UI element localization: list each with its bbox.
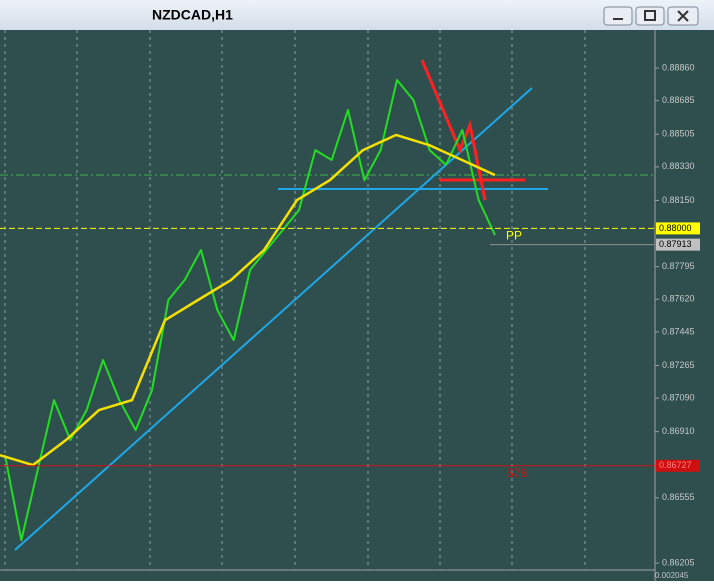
bid-tag-label: 0.87913	[659, 239, 692, 249]
y-tick-label: 0.86910	[662, 426, 695, 436]
price-tag	[656, 222, 700, 235]
minimize-button[interactable]	[603, 6, 633, 26]
y-tick-label: 0.87265	[662, 360, 695, 370]
y-tick-label: 0.88150	[662, 195, 695, 205]
y-tick-label: 0.87620	[662, 294, 695, 304]
price-tag	[656, 459, 700, 472]
indicator-value: 0.002045	[655, 571, 689, 580]
moving-average	[0, 133, 496, 467]
level-name: PP	[506, 229, 522, 243]
y-tick-label: 0.88685	[662, 95, 695, 105]
window-title: NZDCAD,H1	[152, 7, 233, 23]
title-bar	[0, 0, 714, 30]
y-tick-label: 0.87795	[662, 261, 695, 271]
bid-tag	[656, 238, 700, 251]
price-tag-label: 0.88000	[659, 223, 692, 233]
y-tick-label: 0.88860	[662, 62, 695, 72]
level-name: S78	[506, 466, 528, 480]
y-tick-label: 0.88330	[662, 161, 695, 171]
price-tag-label: 0.86727	[659, 460, 692, 470]
y-tick-label: 0.88505	[662, 129, 695, 139]
window-buttons[interactable]	[603, 6, 699, 26]
y-tick-label: 0.87445	[662, 326, 695, 336]
chart-area	[0, 30, 714, 581]
maximize-button[interactable]	[635, 6, 665, 26]
y-tick-label: 0.87090	[662, 392, 695, 402]
time-grid	[4, 30, 586, 570]
price-line	[4, 78, 496, 542]
y-tick-label: 0.86555	[662, 492, 695, 502]
y-tick-label: 0.86205	[662, 557, 695, 567]
